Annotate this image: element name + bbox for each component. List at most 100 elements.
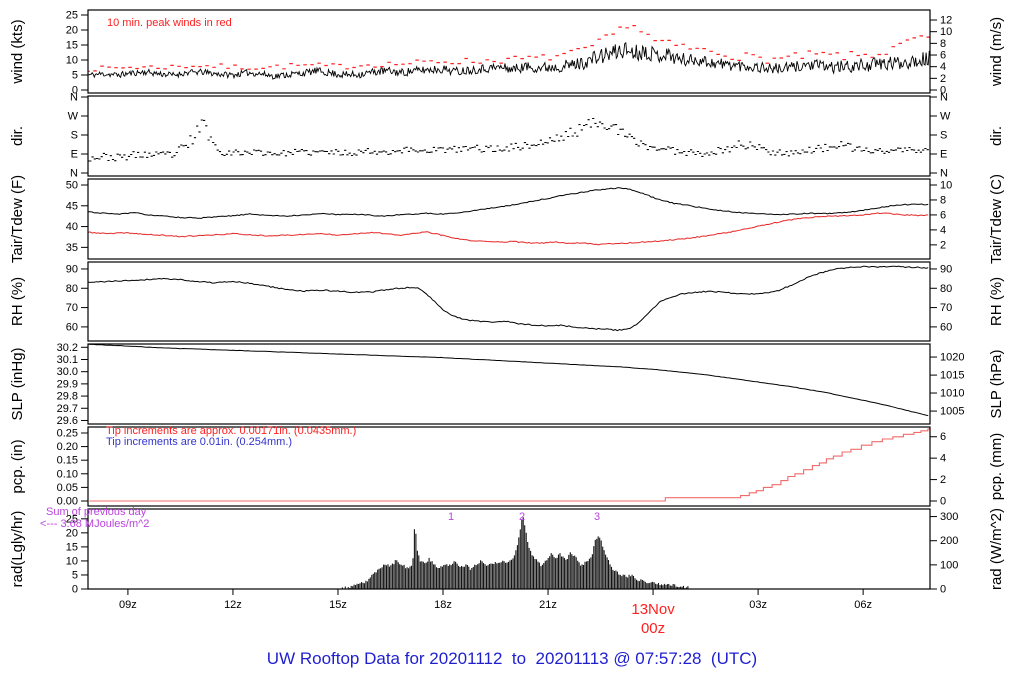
- y-tick-label-left: 29.6: [57, 415, 78, 427]
- y-tick-label-left: 29.9: [57, 378, 78, 390]
- series-dew-point-f: [88, 212, 929, 246]
- x-tick-label: 06z: [854, 599, 872, 611]
- y-tick-label-right: 80: [940, 283, 952, 295]
- y-tick-label-right: 300: [940, 511, 958, 523]
- axis-title-left-dir: dir.: [9, 126, 26, 146]
- y-tick-label-right: 6: [940, 209, 946, 221]
- y-tick-label-right: 10: [940, 179, 952, 191]
- y-tick-label-left: 25: [66, 513, 78, 525]
- series-air-temperature-f: [88, 187, 929, 219]
- axis-title-right-slp: SLP (hPa): [988, 350, 1005, 419]
- y-tick-label-right: 1020: [940, 352, 964, 364]
- y-tick-label-right: 12: [940, 15, 952, 27]
- axis-title-left-wind: wind (kts): [9, 19, 26, 84]
- axis-title-left-slp: SLP (inHg): [9, 347, 26, 420]
- x-tick-label: 15z: [329, 599, 347, 611]
- annotation-rad-3: 2: [519, 511, 525, 523]
- x-tick-label-highlight: 00z: [641, 620, 665, 637]
- annotation-pcp-1: Tip increments are 0.01in. (0.254mm.): [106, 436, 292, 448]
- y-tick-label-left: 70: [66, 302, 78, 314]
- x-tick-label: 18z: [434, 599, 452, 611]
- y-tick-label-left: 30.2: [57, 342, 78, 354]
- y-tick-label-left: 0: [72, 584, 78, 596]
- axis-title-right-wind: wind (m/s): [988, 17, 1005, 87]
- y-tick-label-right: 2: [940, 474, 946, 486]
- y-tick-label-right: 6: [940, 50, 946, 62]
- y-tick-label-right: 2: [940, 239, 946, 251]
- y-tick-label-left: 10: [66, 555, 78, 567]
- annotation-rad-2: 1: [448, 511, 454, 523]
- y-tick-label-right: 8: [940, 194, 946, 206]
- y-tick-label-right: 4: [940, 453, 946, 465]
- y-tick-label-right: S: [940, 129, 947, 141]
- y-tick-label-left: 60: [66, 321, 78, 333]
- panel-pcp: 0.000.05 0.100.15 0.20 0.25 0 2 4 6 pcp. (in) pcp…: [9, 425, 1005, 507]
- y-tick-label-right: N: [940, 91, 948, 103]
- panel-border-pcp: [87, 426, 931, 507]
- x-tick-date-label: 13Nov: [631, 601, 675, 618]
- y-tick-label-right: 0: [940, 584, 946, 596]
- annotation-wind-0: 10 min. peak winds in red: [107, 17, 232, 29]
- panel-border-rh: [87, 261, 931, 342]
- panel-border-slp: [87, 343, 931, 425]
- y-tick-label-left: 29.8: [57, 391, 78, 403]
- axis-title-right-temp: Tair/Tdew (C): [988, 174, 1005, 264]
- annotation-pcp-0: Tip increments are approx. 0.00171in. (0…: [106, 425, 356, 437]
- series-group-rad: [340, 517, 690, 589]
- y-tick-label-right: 60: [940, 321, 952, 333]
- y-tick-label-left: 35: [66, 242, 78, 254]
- panel-border-rad: [87, 508, 931, 590]
- y-tick-label-left: S: [71, 129, 78, 141]
- y-tick-label-right: 6: [940, 431, 946, 443]
- y-tick-label-left: E: [71, 148, 78, 160]
- x-tick-label: 12z: [224, 599, 242, 611]
- y-tick-label-right: 4: [940, 61, 946, 73]
- axis-title-left-pcp: pcp. (in): [9, 439, 26, 493]
- axis-title-right-rad: rad (W/m^2): [988, 508, 1005, 590]
- panel-temp: 35 40 45 50 2 4 6 8 10 Tair/Tdew (F) Tair/Tdew (C): [9, 174, 1005, 264]
- y-tick-label-left: 10: [66, 55, 78, 67]
- annotation-rad-0: Sum of previous day: [46, 506, 147, 518]
- x-tick-label: 03z: [749, 599, 767, 611]
- y-tick-label-left: 30.0: [57, 366, 78, 378]
- panel-rh: 60 70 80 90 60 70 80 90 RH (%) RH (%): [9, 261, 1005, 342]
- y-tick-label-right: 1005: [940, 406, 964, 418]
- y-tick-label-left: 0.00: [57, 495, 78, 507]
- y-tick-label-left: 0: [72, 85, 78, 97]
- y-tick-label-right: 8: [940, 38, 946, 50]
- axis-title-right-rh: RH (%): [988, 277, 1005, 326]
- axis-title-right-dir: dir.: [988, 126, 1005, 146]
- series-cumulative-precip-in: [89, 428, 930, 502]
- y-tick-label-left: 20: [66, 25, 78, 37]
- y-tick-label-left: 50: [66, 179, 78, 191]
- x-tick-label: 21z: [539, 599, 557, 611]
- y-tick-label-right: 1010: [940, 388, 964, 400]
- y-tick-label-left: 0.10: [57, 468, 78, 480]
- y-tick-label-right: 10: [940, 26, 952, 38]
- y-tick-label-right: E: [940, 148, 947, 160]
- y-tick-label-left: 45: [66, 200, 78, 212]
- y-tick-label-right: 4: [940, 224, 946, 236]
- series-sea-level-pressure-inhg: [88, 344, 929, 417]
- y-tick-label-left: 15: [66, 541, 78, 553]
- y-tick-label-left: 80: [66, 283, 78, 295]
- y-tick-label-left: 29.7: [57, 403, 78, 415]
- series-group-temp: [88, 187, 929, 246]
- panel-border-dir: [87, 95, 931, 177]
- y-tick-label-left: 25: [66, 10, 78, 22]
- y-tick-label-right: 200: [940, 535, 958, 547]
- y-tick-label-left: N: [70, 168, 78, 180]
- panel-slp: 29.629.729.829.930.030.130.2 1005 1010 1015…: [9, 342, 1005, 427]
- annotation-rad-4: 3: [594, 511, 600, 523]
- y-tick-label-right: N: [940, 168, 948, 180]
- series-group-pcp: [89, 428, 930, 502]
- y-tick-label-right: 70: [940, 302, 952, 314]
- series-wind-direction-deg: [88, 117, 929, 162]
- series-group-dir: [88, 117, 929, 162]
- y-tick-label-left: N: [70, 91, 78, 103]
- y-tick-label-left: 15: [66, 40, 78, 52]
- y-tick-label-right: W: [940, 110, 951, 122]
- series-group-rh: [88, 265, 929, 332]
